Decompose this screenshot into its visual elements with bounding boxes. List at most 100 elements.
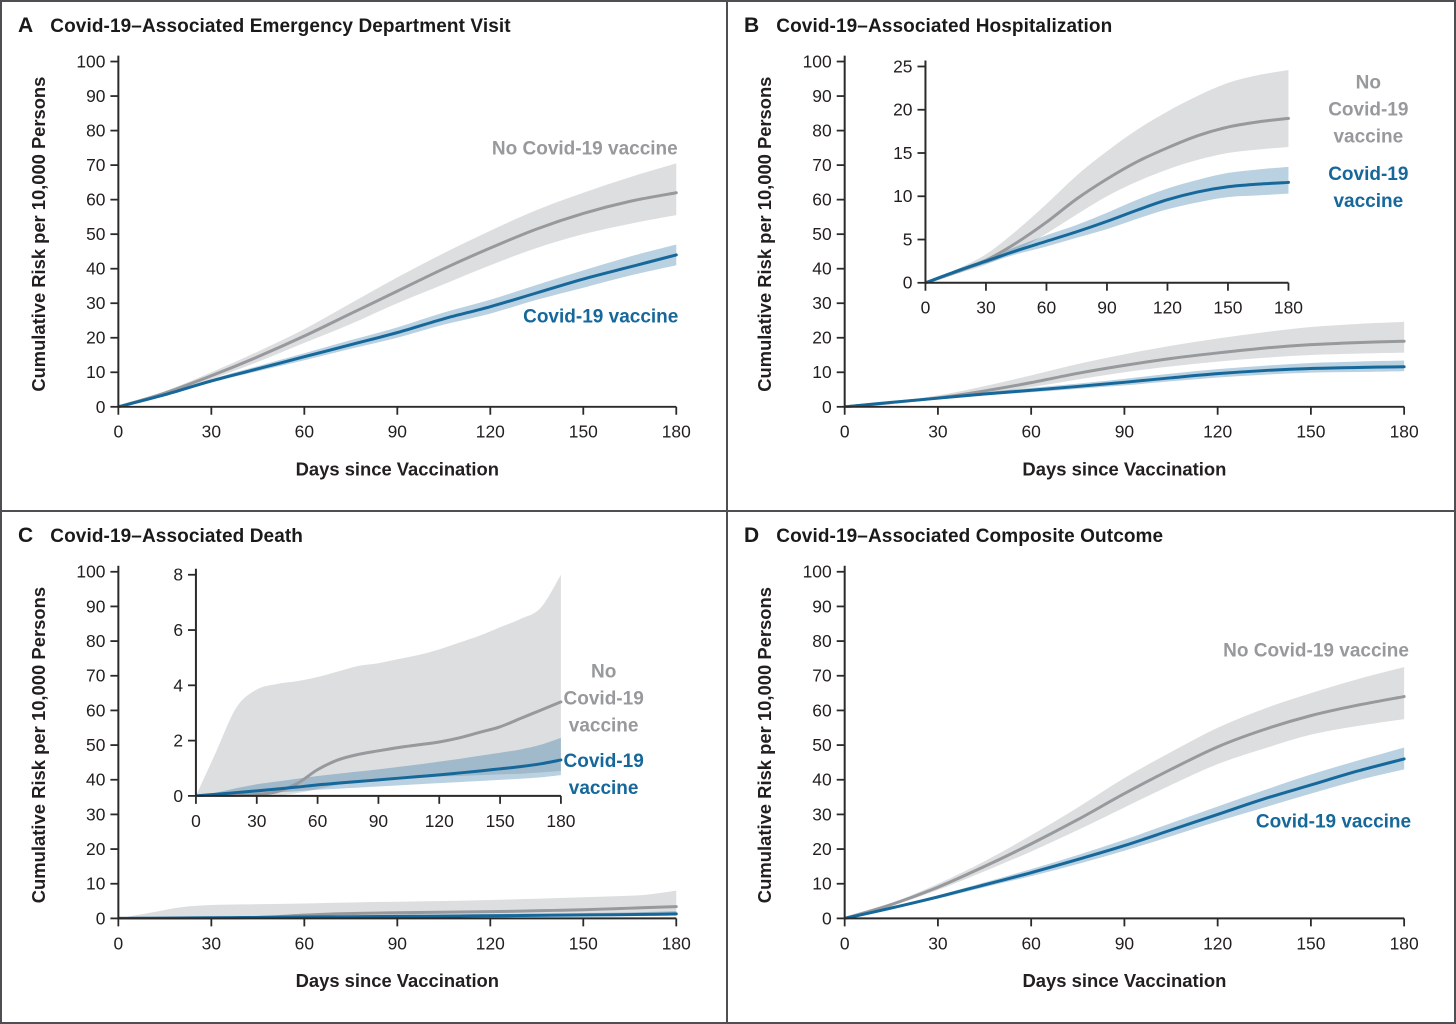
y-tick-label: 10 — [893, 186, 912, 206]
x-tick-label: 60 — [295, 422, 314, 442]
x-tick-label: 30 — [976, 298, 995, 318]
y-tick-label: 70 — [86, 155, 105, 175]
y-tick-label: 80 — [86, 121, 105, 141]
y-tick-label: 40 — [86, 770, 105, 790]
x-tick-label: 0 — [114, 933, 124, 953]
series-lines — [844, 695, 1406, 920]
y-tick-label: 20 — [86, 328, 105, 348]
y-tick-label: 10 — [812, 362, 831, 382]
x-tick-label: 90 — [388, 422, 407, 442]
y-tick-label: 30 — [812, 293, 831, 313]
y-tick-label: 0 — [822, 397, 832, 417]
panel-d-title: D Covid-19–Associated Composite Outcome — [744, 524, 1163, 548]
x-axis-title: Days since Vaccination — [296, 970, 499, 991]
panel-b: B Covid-19–Associated Hospitalization 0 1… — [728, 2, 1454, 512]
x-tick-label: 120 — [1203, 933, 1232, 953]
ci-bands — [195, 574, 561, 796]
y-tick-label: 20 — [812, 839, 832, 859]
axes: 0 5 10 15 20 25 0 30 60 90 120 150 180 — [893, 56, 1303, 317]
y-tick-label: 4 — [173, 675, 183, 695]
y-tick-label: 0 — [903, 273, 913, 293]
x-tick-label: 0 — [840, 933, 850, 953]
ci-bands — [118, 163, 677, 407]
series-line-vaccine — [118, 253, 678, 408]
series-label-vaccine: Covid-19 vaccine — [1255, 811, 1412, 833]
inset-plot: 0 5 10 15 20 25 0 30 60 90 120 150 180 — [893, 56, 1303, 317]
x-tick-label: 90 — [1115, 422, 1134, 442]
series-line-no_vaccine — [118, 191, 678, 408]
y-tick-label: 70 — [812, 666, 832, 686]
x-tick-label: 150 — [569, 933, 598, 953]
ci-band-vaccine — [925, 166, 1289, 283]
x-tick-label: 30 — [928, 422, 947, 442]
y-tick-label: 70 — [812, 155, 831, 175]
x-tick-label: 180 — [546, 811, 575, 831]
x-tick-label: 180 — [662, 933, 691, 953]
y-axis-title: Cumulative Risk per 10,000 Persons — [28, 587, 49, 903]
panel-a-letter: A — [18, 14, 34, 37]
panel-b-title-text: Covid-19–Associated Hospitalization — [776, 16, 1113, 37]
series-line-vaccine — [195, 758, 563, 797]
y-tick-label: 90 — [86, 86, 105, 106]
y-tick-label: 40 — [86, 259, 105, 279]
x-tick-label: 60 — [1021, 933, 1041, 953]
x-axis-title: Days since Vaccination — [1022, 970, 1226, 991]
x-tick-label: 60 — [295, 933, 314, 953]
x-tick-label: 90 — [1097, 298, 1116, 318]
x-tick-label: 90 — [1115, 933, 1135, 953]
panel-d: D Covid-19–Associated Composite Outcome … — [728, 512, 1454, 1022]
x-tick-label: 120 — [476, 933, 505, 953]
x-tick-label: 60 — [308, 811, 327, 831]
y-tick-label: 50 — [86, 735, 105, 755]
x-tick-label: 60 — [1037, 298, 1056, 318]
inset-plot: 0 2 4 6 8 0 30 60 90 120 150 180 — [173, 565, 575, 831]
y-axis-title: Cumulative Risk per 10,000 Persons — [28, 77, 49, 392]
y-tick-label: 80 — [812, 121, 831, 141]
ci-band-vaccine — [844, 747, 1405, 919]
series-label-no-vaccine: No Covid-19 vaccine — [563, 661, 644, 737]
series-line-no_vaccine — [195, 700, 563, 797]
panel-c: C Covid-19–Associated Death 0 10 20 30 40 50 6… — [2, 512, 728, 1022]
y-tick-label: 50 — [86, 224, 105, 244]
ci-band-no_vaccine — [195, 574, 561, 796]
y-tick-label: 20 — [86, 839, 105, 859]
ci-band-no_vaccine — [925, 69, 1289, 283]
series-label-no-vaccine: No Covid-19 vaccine — [1223, 640, 1409, 662]
y-tick-label: 60 — [86, 700, 105, 720]
x-tick-label: 120 — [476, 422, 505, 442]
series-label-vaccine: Covid-19 vaccine — [523, 306, 679, 328]
x-tick-label: 150 — [569, 422, 598, 442]
x-tick-label: 30 — [202, 422, 221, 442]
y-tick-label: 8 — [173, 565, 183, 585]
y-tick-label: 10 — [86, 874, 105, 894]
series-lines — [118, 191, 678, 408]
series-label-vaccine: Covid-19 vaccine — [563, 750, 644, 799]
y-tick-label: 70 — [86, 666, 105, 686]
y-tick-label: 90 — [86, 596, 105, 616]
panel-d-letter: D — [744, 524, 760, 547]
y-tick-label: 100 — [803, 562, 832, 582]
y-tick-label: 50 — [812, 735, 832, 755]
panel-a-title: A Covid-19–Associated Emergency Departme… — [18, 14, 511, 38]
panel-b-letter: B — [744, 14, 760, 37]
y-tick-label: 15 — [893, 143, 912, 163]
ci-band-vaccine — [195, 737, 561, 796]
y-tick-label: 100 — [76, 562, 105, 582]
series-lines — [195, 700, 563, 797]
series-label-vaccine: Covid-19 vaccine — [1328, 164, 1409, 213]
y-tick-label: 100 — [76, 52, 105, 72]
series-line-vaccine — [844, 757, 1406, 920]
axes: 0 2 4 6 8 0 30 60 90 120 150 180 — [173, 565, 575, 831]
x-tick-label: 0 — [921, 298, 931, 318]
y-tick-label: 10 — [86, 362, 105, 382]
